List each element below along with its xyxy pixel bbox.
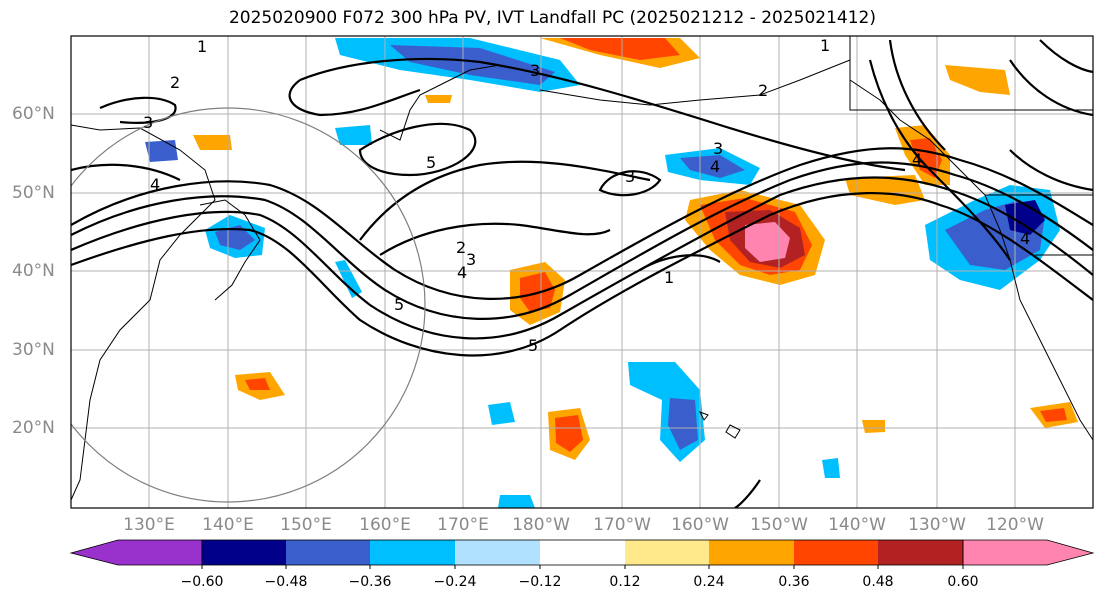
- colorbar-swatch: [794, 540, 878, 565]
- colorbar-swatch: [286, 540, 370, 565]
- anomaly-patch: [668, 398, 698, 450]
- contour-label: 5: [426, 153, 436, 172]
- lon-label: 170°E: [437, 515, 489, 535]
- lon-label: 140°E: [202, 515, 254, 535]
- lat-label: 60°N: [12, 104, 55, 124]
- colorbar-swatch: [455, 540, 540, 565]
- contour-label: 1: [197, 37, 207, 56]
- anomaly-patch: [193, 135, 232, 150]
- contour-label: 5: [394, 295, 404, 314]
- colorbar-swatch: [370, 540, 455, 565]
- pv-contours: [71, 39, 1093, 508]
- contour-label: 4: [457, 263, 467, 282]
- lon-label: 140°W: [828, 515, 886, 535]
- anomaly-patch: [1040, 408, 1067, 422]
- contour-label: 4: [710, 157, 720, 176]
- anomaly-patch: [560, 38, 680, 60]
- contour-label: 3: [625, 167, 635, 186]
- colorbar-tick-label: 0.36: [778, 574, 810, 590]
- lon-label: 160°W: [671, 515, 729, 535]
- colorbar-tick-label: 0.24: [693, 574, 725, 590]
- colorbar: [69, 539, 1095, 569]
- anomaly-patch: [945, 65, 1010, 95]
- contour-label: 2: [170, 73, 180, 92]
- map-title: 2025020900 F072 300 hPa PV, IVT Landfall…: [228, 8, 876, 28]
- contour-label: 3: [530, 61, 540, 80]
- lon-label: 180°W: [512, 515, 570, 535]
- colorbar-swatch: [202, 540, 286, 565]
- colorbar-tick-label: −0.24: [433, 574, 477, 590]
- reference-circle: [71, 107, 426, 503]
- contour-label: 2: [456, 238, 466, 257]
- contour-label: 1: [820, 36, 830, 55]
- colorbar-tick-label: −0.48: [264, 574, 308, 590]
- coastlines: [71, 36, 1093, 501]
- anomaly-patch: [845, 175, 925, 205]
- colorbar-tick-label: 0.60: [947, 574, 979, 590]
- contour-label: 4: [150, 175, 160, 194]
- colorbar-swatch: [625, 540, 709, 565]
- anomaly-patch: [215, 225, 255, 250]
- anomaly-patch: [425, 95, 452, 103]
- lat-label: 40°N: [12, 261, 55, 281]
- lon-label: 120°W: [986, 515, 1044, 535]
- anomaly-patch: [390, 45, 555, 85]
- anomaly-patch: [498, 495, 535, 508]
- anomaly-patch: [145, 140, 178, 162]
- anomaly-patch: [335, 260, 362, 298]
- contour-label: 5: [528, 336, 538, 355]
- lon-label: 160°E: [359, 515, 411, 535]
- lon-label: 170°W: [593, 515, 651, 535]
- colorbar-tick-label: −0.60: [180, 574, 224, 590]
- contour-label: 4: [912, 150, 922, 169]
- anomaly-patch: [245, 378, 270, 390]
- contour-label: 1: [664, 268, 674, 287]
- contour-label: 3: [466, 250, 476, 269]
- lon-label: 130°E: [123, 515, 175, 535]
- lat-label: 30°N: [12, 340, 55, 360]
- colorbar-swatch: [540, 540, 625, 565]
- contour-label: 2: [758, 81, 768, 100]
- graticule: [71, 36, 1093, 508]
- colorbar-tick-label: 0.12: [609, 574, 641, 590]
- anomaly-patch: [862, 420, 885, 433]
- colorbar-swatch: [878, 540, 963, 565]
- lon-label: 150°W: [750, 515, 808, 535]
- lon-label: 150°E: [280, 515, 332, 535]
- lat-label: 50°N: [12, 183, 55, 203]
- lat-label: 20°N: [12, 418, 55, 438]
- lon-label: 130°W: [908, 515, 966, 535]
- colorbar-swatch: [709, 540, 794, 565]
- contour-label: 3: [713, 139, 723, 158]
- anomaly-patch: [680, 155, 745, 178]
- colorbar-extend-high: [962, 539, 1095, 566]
- colorbar-extend-low: [69, 539, 203, 566]
- anomaly-patch: [488, 402, 515, 425]
- anomaly-patch: [555, 415, 583, 452]
- colorbar-tick-label: −0.36: [348, 574, 392, 590]
- map-frame: [70, 35, 1094, 509]
- contour-label: 4: [1020, 229, 1030, 248]
- colorbar-tick-label: 0.48: [862, 574, 894, 590]
- colorbar-tick-label: −0.12: [518, 574, 562, 590]
- anomaly-patch: [822, 458, 840, 478]
- anomaly-patch: [335, 125, 372, 145]
- contour-label: 3: [143, 113, 153, 132]
